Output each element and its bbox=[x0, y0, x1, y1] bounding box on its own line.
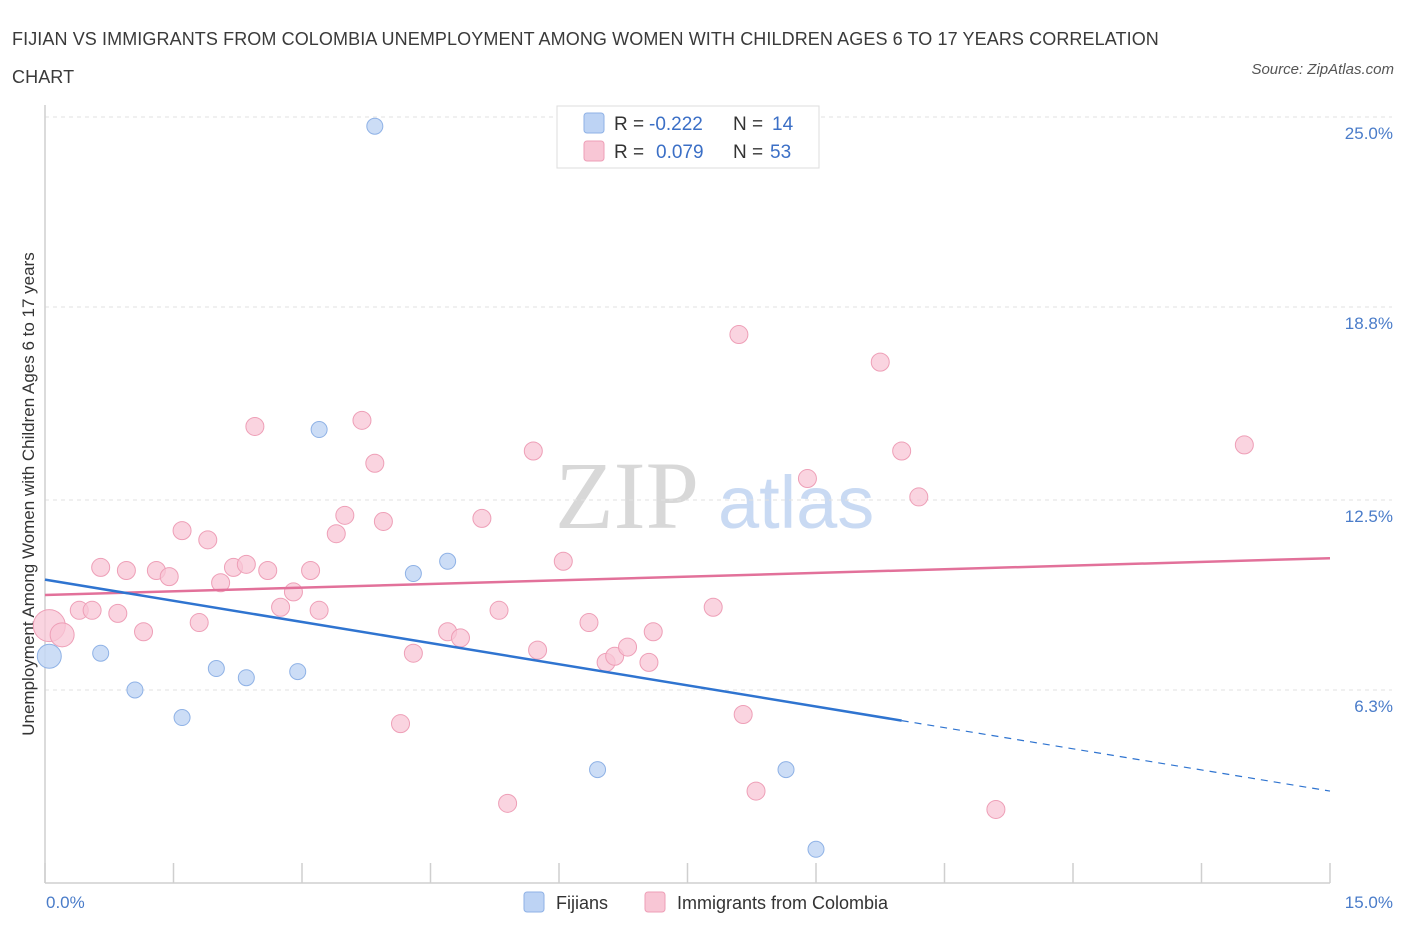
colombia-point-45 bbox=[733, 704, 753, 724]
colombia-point-32 bbox=[489, 600, 509, 620]
colombia-point-48 bbox=[870, 352, 890, 372]
fijian-point-0 bbox=[36, 643, 62, 669]
y-tick-label-3: 25.0% bbox=[1345, 124, 1393, 143]
fijian-point-8 bbox=[237, 669, 255, 687]
colombia-point-9 bbox=[159, 567, 179, 587]
legend-r-value-2: 0.079 bbox=[656, 142, 704, 163]
colombia-point-49 bbox=[892, 441, 912, 461]
fijian-point-5 bbox=[92, 644, 110, 662]
colombia-point-23 bbox=[335, 505, 355, 525]
fijian-point-13 bbox=[807, 840, 825, 858]
y-tick-label-0: 6.3% bbox=[1354, 697, 1393, 716]
x-tick-marks bbox=[44, 863, 1331, 883]
colombia-point-6 bbox=[116, 560, 136, 580]
colombia-point-34 bbox=[523, 441, 543, 461]
legend-n-value-1: 14 bbox=[772, 114, 794, 135]
colombia-point-27 bbox=[391, 714, 411, 734]
legend-swatch-fijians bbox=[583, 112, 605, 134]
fijian-point-7 bbox=[207, 660, 225, 678]
colombia-point-44 bbox=[729, 325, 749, 345]
legend-r-value-1: -0.222 bbox=[649, 114, 703, 135]
legend-n-value-2: 53 bbox=[770, 142, 791, 163]
fijian-points bbox=[36, 117, 825, 858]
fijian-point-4 bbox=[404, 565, 422, 583]
colombia-point-15 bbox=[236, 554, 256, 574]
colombia-point-37 bbox=[579, 613, 599, 633]
colombia-point-5 bbox=[108, 603, 128, 623]
colombia-point-43 bbox=[703, 597, 723, 617]
colombia-point-17 bbox=[258, 560, 278, 580]
colombia-point-25 bbox=[365, 453, 385, 473]
fijian-point-6 bbox=[126, 681, 144, 699]
series-legend-swatch-fijians bbox=[523, 891, 545, 913]
watermark-atlas: atlas bbox=[718, 461, 874, 544]
fijian-trend-line bbox=[44, 578, 902, 722]
colombia-point-1 bbox=[49, 622, 75, 648]
colombia-point-47 bbox=[797, 469, 817, 489]
colombia-point-20 bbox=[301, 560, 321, 580]
x-tick-label-max: 15.0% bbox=[1345, 893, 1393, 912]
colombia-point-22 bbox=[326, 524, 346, 544]
fijian-point-3 bbox=[439, 552, 457, 570]
colombia-point-4 bbox=[91, 557, 111, 577]
legend-swatch-colombia bbox=[583, 140, 605, 162]
colombia-point-52 bbox=[1234, 435, 1254, 455]
fijian-point-10 bbox=[173, 709, 191, 727]
fijian-point-2 bbox=[310, 421, 328, 439]
colombia-point-7 bbox=[134, 622, 154, 642]
legend-r-label-1: R = bbox=[614, 114, 644, 135]
fijian-point-1 bbox=[366, 117, 384, 135]
colombia-point-35 bbox=[528, 640, 548, 660]
colombia-point-46 bbox=[746, 781, 766, 801]
series-legend: Fijians Immigrants from Colombia bbox=[523, 891, 889, 913]
trend-lines bbox=[44, 556, 1331, 792]
colombia-point-28 bbox=[403, 643, 423, 663]
fijian-point-11 bbox=[589, 761, 607, 779]
colombia-point-24 bbox=[352, 410, 372, 430]
watermark-zip: ZIP bbox=[555, 442, 699, 549]
colombia-point-40 bbox=[618, 637, 638, 657]
colombia-point-51 bbox=[986, 799, 1006, 819]
y-tick-label-1: 12.5% bbox=[1345, 507, 1393, 526]
colombia-point-31 bbox=[472, 508, 492, 528]
colombia-point-12 bbox=[198, 530, 218, 550]
series-legend-label-fijians: Fijians bbox=[556, 893, 608, 913]
y-tick-labels: 6.3% 12.5% 18.8% 25.0% bbox=[1345, 124, 1393, 716]
fijian-trend-extension bbox=[901, 720, 1331, 792]
y-tick-label-2: 18.8% bbox=[1345, 314, 1393, 333]
colombia-point-13 bbox=[211, 573, 231, 593]
chart-source: Source: ZipAtlas.com bbox=[1251, 61, 1394, 78]
legend-n-label-1: N = bbox=[733, 114, 763, 135]
fijian-point-12 bbox=[777, 761, 795, 779]
colombia-point-42 bbox=[643, 622, 663, 642]
colombia-point-30 bbox=[450, 628, 470, 648]
colombia-point-19 bbox=[283, 582, 303, 602]
colombia-point-3 bbox=[82, 600, 102, 620]
series-legend-swatch-colombia bbox=[644, 891, 666, 913]
fijian-point-9 bbox=[289, 663, 307, 681]
colombia-point-36 bbox=[553, 551, 573, 571]
colombia-point-16 bbox=[245, 416, 265, 436]
colombia-point-21 bbox=[309, 600, 329, 620]
correlation-legend: R = -0.222 N = 14 R = 0.079 N = 53 bbox=[556, 105, 820, 169]
colombia-point-18 bbox=[271, 597, 291, 617]
legend-r-label-2: R = bbox=[614, 142, 644, 163]
colombia-point-41 bbox=[639, 652, 659, 672]
colombia-point-39 bbox=[605, 646, 625, 666]
colombia-point-10 bbox=[172, 521, 192, 541]
chart-title: FIJIAN VS IMMIGRANTS FROM COLOMBIA UNEMP… bbox=[12, 29, 1159, 87]
legend-n-label-2: N = bbox=[733, 142, 763, 163]
colombia-point-11 bbox=[189, 613, 209, 633]
series-legend-label-colombia: Immigrants from Colombia bbox=[677, 893, 889, 913]
colombia-points bbox=[32, 325, 1254, 819]
colombia-trend-line bbox=[44, 556, 1331, 597]
y-axis-label: Unemployment Among Women with Children A… bbox=[19, 252, 38, 736]
colombia-point-33 bbox=[498, 793, 518, 813]
colombia-point-26 bbox=[373, 511, 393, 531]
x-tick-label-min: 0.0% bbox=[46, 893, 85, 912]
colombia-point-50 bbox=[909, 487, 929, 507]
